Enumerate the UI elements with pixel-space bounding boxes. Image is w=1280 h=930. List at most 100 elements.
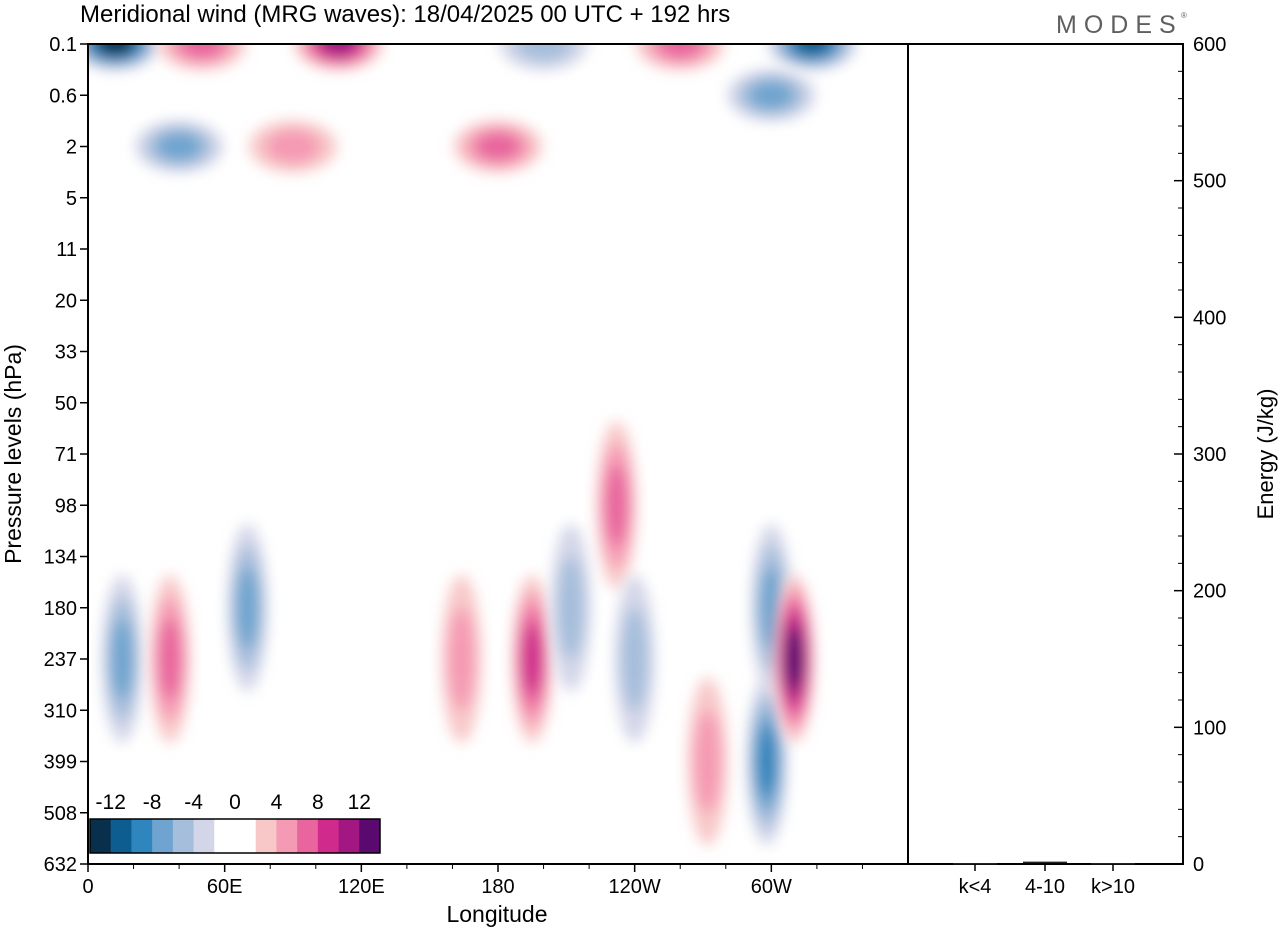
longitude-tick-label: 120W bbox=[609, 876, 661, 898]
pressure-tick-label: 508 bbox=[44, 803, 77, 825]
pressure-tick-label: 2 bbox=[66, 137, 77, 159]
wind-feature bbox=[135, 120, 224, 173]
contour-level bbox=[522, 624, 543, 694]
brand-wordmark: MODES bbox=[1056, 11, 1183, 39]
wind-feature bbox=[499, 44, 588, 70]
wind-feature bbox=[636, 44, 725, 70]
heatmap-plot: 0.1 0.6 2 5 11 20 33 50 71 98 134 180 237 310 399 508 63… bbox=[0, 34, 909, 927]
wind-feature bbox=[746, 677, 787, 846]
colorbar-swatch bbox=[255, 819, 277, 853]
contour-level bbox=[179, 44, 225, 58]
energy-bar bbox=[1023, 861, 1067, 864]
colorbar: -12 -8 -4 0 4 8 12 bbox=[89, 791, 381, 854]
pressure-tick-label: 180 bbox=[44, 598, 77, 620]
contour-level bbox=[785, 629, 804, 689]
energy-axis: 0 100 200 300 400 500 600 bbox=[1174, 34, 1226, 876]
contour-level bbox=[98, 44, 132, 55]
energy-tick-label: 200 bbox=[1193, 581, 1226, 603]
pressure-tick-label: 0.1 bbox=[49, 34, 77, 56]
energy-tick-label: 100 bbox=[1193, 717, 1226, 739]
longitude-tick-label: 180 bbox=[481, 876, 514, 898]
contour-level bbox=[756, 726, 777, 797]
wind-feature bbox=[102, 575, 143, 743]
contour-level bbox=[475, 132, 521, 161]
wind-feature bbox=[150, 575, 190, 743]
contour-level bbox=[265, 129, 321, 164]
colorbar-swatch bbox=[338, 819, 360, 853]
energy-bar bbox=[1091, 863, 1135, 865]
energy-tick-label: 0 bbox=[1193, 854, 1204, 876]
wind-feature bbox=[294, 44, 383, 70]
colorbar-swatch bbox=[172, 819, 195, 853]
pressure-tick-label: 237 bbox=[44, 649, 77, 671]
colorbar-swatch bbox=[131, 819, 153, 853]
contour-level bbox=[110, 618, 134, 700]
energy-axis-label: Energy (J/kg) bbox=[1253, 389, 1278, 520]
energy-tick-label: 500 bbox=[1193, 171, 1226, 193]
wind-feature bbox=[768, 44, 857, 70]
colorbar-swatch bbox=[193, 819, 215, 853]
pressure-tick-label: 310 bbox=[44, 700, 77, 722]
contour-level bbox=[158, 618, 182, 700]
energy-plot: 0 100 200 300 400 500 600 k<4 4-10 k>10 Energy (… bbox=[907, 34, 1278, 898]
contour-level bbox=[320, 44, 357, 56]
contour-level bbox=[156, 132, 202, 161]
energy-tick-label: 600 bbox=[1193, 34, 1226, 56]
colorbar-swatch bbox=[90, 819, 112, 853]
energy-categories: k<4 4-10 k>10 bbox=[959, 864, 1135, 898]
pressure-tick-label: 20 bbox=[55, 290, 77, 312]
colorbar-frame bbox=[89, 818, 381, 854]
energy-tick-label: 300 bbox=[1193, 444, 1226, 466]
longitude-tick-label: 60W bbox=[751, 876, 792, 898]
colorbar-label: 0 bbox=[229, 791, 241, 814]
colorbar-swatch bbox=[235, 819, 257, 853]
wind-contours bbox=[88, 44, 857, 846]
wind-feature bbox=[727, 69, 816, 122]
colorbar-swatch bbox=[359, 819, 381, 853]
colorbar-label: -12 bbox=[96, 791, 126, 814]
wind-feature bbox=[249, 120, 337, 173]
wind-feature bbox=[227, 523, 268, 692]
pressure-tick-label: 71 bbox=[55, 444, 77, 466]
energy-frame bbox=[907, 43, 1184, 865]
energy-bars bbox=[953, 861, 1135, 865]
contour-level bbox=[515, 44, 572, 61]
contour-level bbox=[694, 710, 721, 813]
contour-level bbox=[448, 607, 475, 711]
pressure-tick-label: 632 bbox=[44, 854, 77, 876]
wind-feature bbox=[157, 44, 246, 70]
wind-feature bbox=[88, 44, 160, 70]
colorbar-swatch bbox=[152, 819, 174, 853]
colorbar-swatch bbox=[276, 819, 298, 853]
contour-level bbox=[236, 567, 259, 649]
pressure-tick-label: 11 bbox=[56, 239, 77, 261]
longitude-tick-label: 120E bbox=[338, 876, 385, 898]
brand-mark: ® bbox=[1181, 11, 1187, 20]
contour-level bbox=[658, 44, 703, 58]
y-axis-label: Pressure levels (hPa) bbox=[0, 344, 26, 564]
colorbar-label: -8 bbox=[143, 791, 162, 814]
pressure-axis: 0.1 0.6 2 5 11 20 33 50 71 98 134 180 237 310 399 508 63… bbox=[44, 34, 88, 876]
contour-level bbox=[794, 44, 831, 56]
pressure-tick-label: 33 bbox=[55, 342, 77, 364]
contour-level bbox=[605, 464, 628, 546]
colorbar-swatch bbox=[297, 819, 319, 853]
wind-feature bbox=[774, 575, 815, 743]
pressure-tick-label: 0.6 bbox=[49, 85, 77, 107]
colorbar-label: -4 bbox=[184, 791, 203, 814]
energy-bar bbox=[953, 863, 997, 865]
longitude-tick-label: 60E bbox=[207, 876, 243, 898]
energy-category-label: k>10 bbox=[1091, 876, 1135, 898]
wind-feature bbox=[614, 575, 655, 743]
wind-feature bbox=[454, 120, 542, 173]
energy-category-label: 4-10 bbox=[1025, 876, 1065, 898]
chart-title: Meridional wind (MRG waves): 18/04/2025 … bbox=[80, 1, 730, 28]
pressure-tick-label: 98 bbox=[55, 495, 77, 517]
pressure-tick-label: 50 bbox=[55, 393, 77, 415]
longitude-axis: 0 60E 120E 180 120W 60W bbox=[82, 864, 863, 898]
wind-feature bbox=[687, 677, 728, 846]
contour-level bbox=[749, 81, 794, 110]
longitude-tick-label: 0 bbox=[82, 876, 93, 898]
colorbar-swatch bbox=[214, 819, 236, 853]
